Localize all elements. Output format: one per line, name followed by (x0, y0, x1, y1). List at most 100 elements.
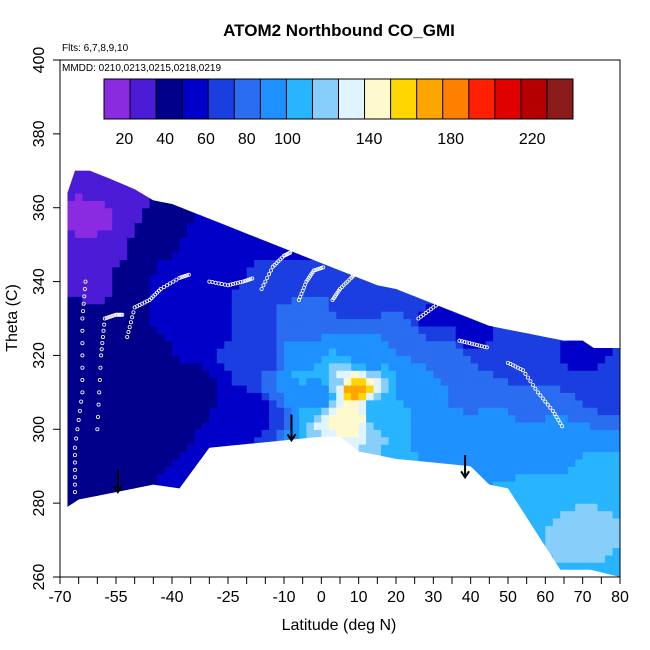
x-tick-label: -25 (216, 589, 239, 606)
heatmap-cell (448, 562, 457, 571)
heatmap-cell (530, 444, 539, 453)
heatmap-cell (508, 370, 517, 379)
flight-sample-point (530, 382, 535, 387)
heatmap-cell (127, 569, 136, 578)
heatmap-cell (366, 185, 375, 194)
heatmap-cell (366, 318, 375, 327)
heatmap-cell (209, 407, 218, 416)
heatmap-cell (493, 362, 502, 371)
heatmap-cell (575, 178, 584, 187)
heatmap-cell (104, 348, 113, 357)
heatmap-cell (67, 458, 76, 467)
heatmap-cell (201, 473, 210, 482)
heatmap-cell (478, 229, 487, 238)
heatmap-cell (575, 407, 584, 416)
heatmap-cell (388, 510, 397, 519)
heatmap-cell (597, 215, 606, 224)
heatmap-cell (590, 473, 599, 482)
heatmap-cell (209, 473, 218, 482)
flight-sample-point (116, 312, 121, 317)
heatmap-cell (336, 274, 345, 283)
heatmap-cell (478, 303, 487, 312)
heatmap-cell (575, 377, 584, 386)
heatmap-cell (560, 510, 569, 519)
heatmap-cell (366, 215, 375, 224)
heatmap-cell (97, 503, 106, 512)
heatmap-cell (343, 362, 352, 371)
heatmap-cell (67, 348, 76, 357)
heatmap-cell (74, 436, 83, 445)
heatmap-cell (440, 370, 449, 379)
heatmap-cell (269, 311, 278, 320)
heatmap-cell (74, 480, 83, 489)
heatmap-cell (172, 362, 181, 371)
heatmap-cell (254, 503, 263, 512)
heatmap-cell (209, 562, 218, 571)
heatmap-cell (508, 266, 517, 275)
heatmap-cell (396, 384, 405, 393)
heatmap-cell (186, 473, 195, 482)
heatmap-cell (97, 237, 106, 246)
heatmap-cell (149, 421, 158, 430)
heatmap-cell (216, 237, 225, 246)
heatmap-cell (216, 170, 225, 172)
heatmap-cell (298, 480, 307, 489)
heatmap-cell (104, 370, 113, 379)
heatmap-cell (231, 170, 240, 179)
heatmap-cell (358, 562, 367, 571)
heatmap-cell (67, 480, 69, 489)
heatmap-cell (530, 421, 539, 430)
heatmap-cell (328, 488, 337, 497)
heatmap-cell (239, 407, 248, 416)
heatmap-cell (515, 547, 524, 556)
heatmap-cell (269, 429, 278, 438)
heatmap-cell (440, 288, 449, 297)
heatmap-cell (403, 170, 412, 179)
heatmap-cell (306, 170, 315, 179)
heatmap-cell (127, 384, 136, 393)
heatmap-cell (149, 252, 158, 261)
heatmap-cell (127, 281, 136, 290)
heatmap-cell (582, 384, 591, 393)
heatmap-cell (313, 473, 322, 482)
heatmap-cell (254, 259, 263, 268)
heatmap-cell (425, 229, 434, 238)
heatmap-cell (582, 540, 591, 549)
heatmap-cell (575, 458, 584, 467)
heatmap-cell (164, 340, 173, 349)
colorbar-tick-label: 100 (274, 131, 301, 148)
heatmap-cell (530, 207, 539, 216)
heatmap-cell (418, 311, 427, 320)
heatmap-cell (127, 466, 136, 475)
heatmap-cell (149, 488, 158, 497)
heatmap-cell (448, 200, 457, 209)
heatmap-cell (261, 288, 270, 297)
heatmap-cell (522, 170, 531, 172)
heatmap-cell (343, 429, 352, 438)
heatmap-cell (463, 355, 472, 364)
heatmap-cell (239, 340, 248, 349)
heatmap-cell (328, 429, 337, 438)
heatmap-cell (164, 222, 173, 231)
heatmap-cell (231, 392, 240, 401)
heatmap-cell (224, 362, 233, 371)
heatmap-cell (537, 569, 546, 578)
heatmap-cell (246, 525, 255, 534)
heatmap-cell (418, 170, 427, 172)
heatmap-cell (500, 495, 509, 504)
heatmap-cell (82, 466, 91, 475)
heatmap-cell (134, 185, 143, 194)
heatmap-cell (134, 178, 143, 187)
heatmap-cell (119, 429, 128, 438)
heatmap-cell (336, 377, 345, 386)
heatmap-cell (597, 466, 606, 475)
heatmap-cell (224, 377, 233, 386)
heatmap-cell (239, 458, 248, 467)
heatmap-cell (336, 200, 345, 209)
heatmap-cell (134, 392, 143, 401)
heatmap-cell (403, 252, 412, 261)
flight-sample-point (186, 272, 191, 277)
heatmap-cell (127, 192, 136, 201)
heatmap-cell (82, 348, 91, 357)
heatmap-cell (485, 355, 494, 364)
